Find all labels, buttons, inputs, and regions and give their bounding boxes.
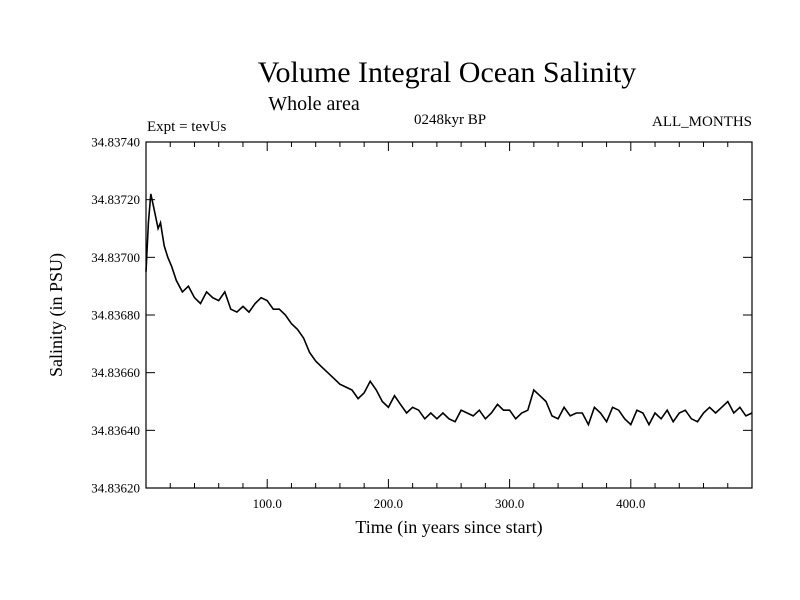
x-tick-label: 400.0 [616,496,645,511]
plot-frame [145,141,753,489]
x-axis-label: Time (in years since start) [355,517,542,538]
x-axis: 100.0 200.0 300.0 400.0 [169,142,729,511]
period-annotation: 0248kyr BP [414,112,486,128]
x-tick-label: 100.0 [253,496,282,511]
y-axis-label: Salinity (in PSU) [46,253,67,377]
x-tick-label: 200.0 [374,496,403,511]
months-annotation: ALL_MONTHS [652,114,752,130]
chart-title: Volume Integral Ocean Salinity [258,56,637,89]
y-axis: 34.83620 34.83640 34.83660 34.83680 34.83700… [91,135,752,496]
y-tick-label: 34.83620 [91,481,140,496]
y-tick-label: 34.83640 [91,423,140,438]
y-tick-label: 34.83680 [91,308,140,323]
salinity-series-line [145,193,753,427]
experiment-annotation: Expt = tevUs [147,119,226,135]
x-tick-label: 300.0 [495,496,524,511]
y-tick-label: 34.83660 [91,365,140,380]
y-tick-label: 34.83740 [91,135,140,150]
chart-subtitle: Whole area [268,93,360,115]
y-tick-label: 34.83720 [91,192,140,207]
y-tick-label: 34.83700 [91,250,140,265]
